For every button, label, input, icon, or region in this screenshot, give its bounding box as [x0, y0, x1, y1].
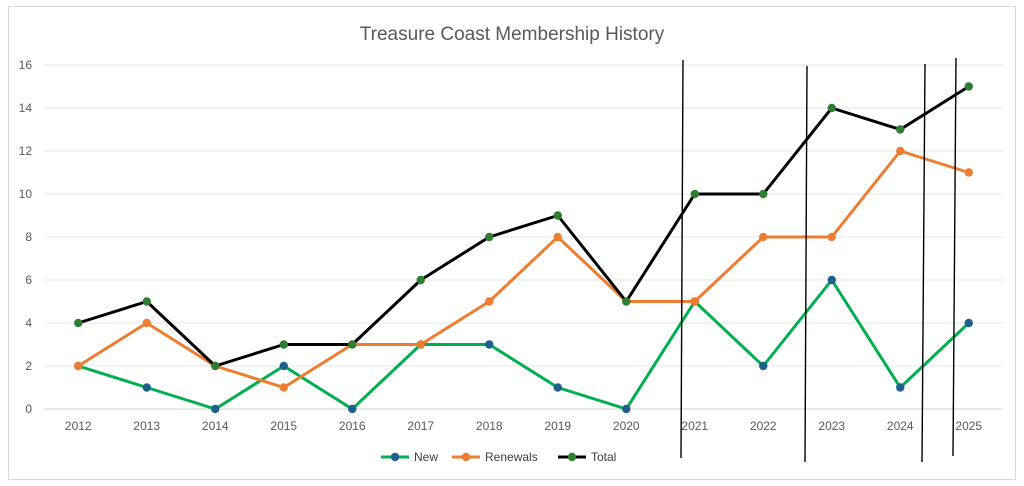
data-point	[553, 211, 562, 220]
legend-label: Renewals	[485, 450, 538, 464]
data-point	[416, 340, 425, 349]
x-tick-label: 2022	[750, 419, 777, 433]
series-line	[77, 85, 970, 368]
data-point	[827, 275, 836, 285]
x-tick-label: 2018	[476, 419, 503, 433]
data-point	[964, 168, 973, 177]
y-tick-label: 6	[25, 273, 32, 287]
x-tick-label: 2021	[681, 419, 708, 433]
data-point	[485, 232, 494, 242]
hand-drawn-lines	[680, 57, 957, 463]
data-point	[142, 383, 151, 392]
data-point	[690, 189, 699, 199]
x-tick-label: 2013	[133, 419, 160, 433]
hand-drawn-line	[804, 65, 808, 463]
data-point	[142, 297, 151, 306]
y-tick-label: 0	[25, 402, 32, 416]
x-axis-ticks: 2012 2013 2014 2015 2016 2017 2018 2019 2020 2021…	[65, 419, 983, 433]
y-tick-label: 4	[25, 316, 32, 330]
data-point	[622, 404, 631, 414]
y-axis-ticks: 0 2 4 6 8 10 12 14 16	[19, 58, 33, 416]
y-tick-label: 14	[19, 101, 33, 115]
series-lines	[74, 82, 973, 414]
legend-item-renewals: Renewals	[452, 450, 538, 464]
gridlines	[44, 64, 1003, 410]
data-point	[964, 318, 973, 328]
data-point	[416, 275, 425, 285]
y-tick-label: 10	[19, 187, 33, 201]
x-tick-label: 2015	[270, 419, 297, 433]
data-point	[827, 232, 836, 242]
data-point	[622, 297, 631, 306]
data-point	[211, 404, 220, 414]
x-tick-label: 2019	[544, 419, 571, 433]
data-point	[896, 146, 905, 156]
hand-drawn-line	[952, 57, 957, 457]
x-tick-label: 2024	[887, 419, 914, 433]
legend-label: New	[414, 450, 438, 464]
data-point	[348, 340, 357, 349]
legend-swatch-marker	[390, 452, 400, 462]
legend-item-total: Total	[558, 450, 616, 464]
x-tick-label: 2014	[202, 419, 229, 433]
data-point	[348, 404, 357, 414]
data-point	[485, 340, 494, 349]
chart-title: Treasure Coast Membership History	[360, 24, 665, 45]
data-point	[896, 125, 905, 134]
legend-swatch-marker	[461, 452, 471, 462]
x-tick-label: 2025	[955, 419, 982, 433]
data-point	[964, 82, 973, 91]
data-point	[142, 318, 151, 328]
data-point	[553, 232, 562, 242]
data-point	[827, 103, 836, 113]
x-tick-label: 2017	[407, 419, 434, 433]
x-tick-label: 2016	[339, 419, 366, 433]
data-point	[279, 340, 288, 349]
data-point	[211, 361, 220, 371]
data-point	[759, 232, 768, 242]
chart-frame	[8, 6, 1016, 480]
legend-swatch-marker	[567, 452, 577, 462]
data-point	[279, 361, 288, 371]
y-tick-label: 8	[25, 230, 32, 244]
series-total	[74, 82, 973, 371]
hand-drawn-line	[680, 59, 684, 459]
series-line	[77, 278, 970, 411]
data-point	[74, 361, 83, 371]
data-point	[896, 383, 905, 392]
data-point	[553, 383, 562, 392]
x-tick-label: 2023	[818, 419, 845, 433]
series-new	[74, 275, 973, 414]
y-tick-label: 12	[19, 144, 33, 158]
series-renewals	[74, 146, 973, 392]
data-point	[485, 297, 494, 306]
legend-label: Total	[591, 450, 616, 464]
series-line	[77, 149, 970, 389]
data-point	[279, 383, 288, 392]
x-tick-label: 2012	[65, 419, 92, 433]
data-point	[759, 189, 768, 199]
y-tick-label: 16	[19, 58, 33, 72]
data-point	[74, 318, 83, 328]
x-tick-label: 2020	[613, 419, 640, 433]
data-point	[690, 297, 699, 306]
data-point	[759, 361, 768, 371]
hand-drawn-line	[921, 63, 926, 463]
y-tick-label: 2	[25, 359, 32, 373]
legend-item-new: New	[381, 450, 438, 464]
legend: New Renewals Total	[381, 450, 616, 464]
